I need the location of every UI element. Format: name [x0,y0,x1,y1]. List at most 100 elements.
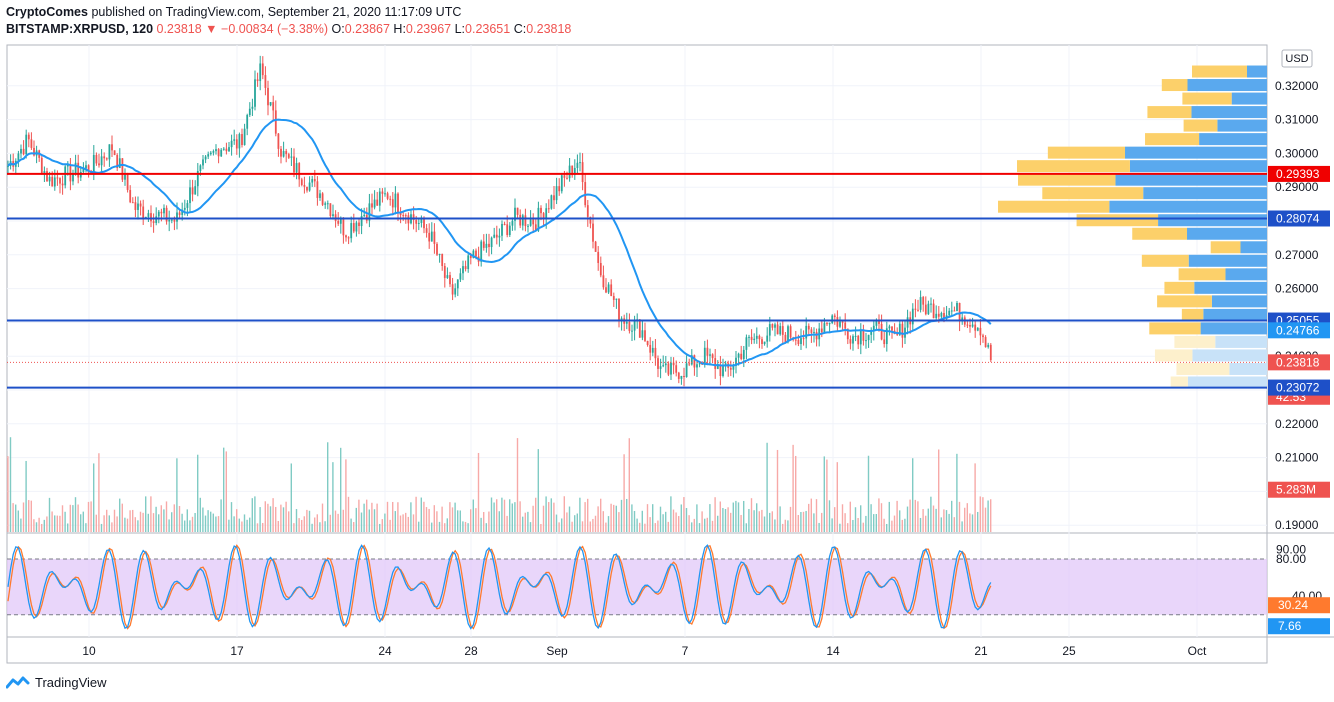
volume-bar [306,509,308,532]
volume-bar [103,515,105,532]
volume-bar [77,504,79,532]
volume-bar [896,500,898,532]
time-tick-label: 21 [974,644,988,658]
candle-body [737,353,740,358]
candle-body [755,335,758,339]
candle-body [417,222,420,224]
candle-body [553,195,555,201]
volume-bar [761,509,763,532]
candle-body [654,347,657,359]
volume-bar [207,510,209,532]
volume-bar [719,501,721,532]
candle-body [144,216,147,218]
volume-bar [953,517,955,532]
candle-body [469,255,472,259]
candle-body [519,214,522,226]
candle-body [677,372,680,379]
candle-body [189,187,191,204]
volume-bar [574,515,576,532]
volume-bar [644,523,646,532]
volume-bar [711,520,714,532]
candle-body [649,344,652,353]
candle-body [233,139,236,141]
volume-bar [522,516,524,532]
candle-body [651,347,654,353]
candle-body [883,339,886,345]
volume-bar [43,519,45,532]
candle-body [194,186,197,195]
candle-body [498,235,501,238]
candle-body [495,234,498,238]
volume-bar [743,500,745,532]
candle-body [118,158,121,168]
candle-body [511,220,514,226]
tradingview-brand[interactable]: TradingView [6,675,107,690]
volume-bar [979,496,981,532]
candle-body [532,219,535,225]
vp-bar-down [1210,241,1241,254]
candle-body [64,166,67,186]
vp-bar-up [1215,335,1267,348]
price-tick-label: 0.27000 [1275,248,1319,262]
vp-bar-down [1047,146,1126,159]
volume-bar [191,516,194,532]
volume-bar [449,502,451,532]
volume-bar [735,500,737,532]
candle-body [61,183,64,186]
vp-bar-up [1109,200,1267,213]
volume-bar [17,510,19,532]
volume-bar [568,506,571,532]
volume-bar [290,463,292,532]
stoch-k-line [7,544,992,630]
publisher-name[interactable]: CryptoComes [6,5,88,19]
volume-bar [597,506,599,532]
candle-body [917,309,919,311]
candle-body [610,284,613,297]
vp-bar-down [1154,349,1193,362]
volume-bar [67,523,69,532]
volume-bar [688,515,690,532]
candle-body [685,363,688,378]
volume-bar [948,513,950,532]
time-axis: 10 17 24 28 Sep 7 14 21 25 Oct [82,644,1207,658]
volume-bar [584,502,586,532]
candle-body [716,364,719,369]
candle-body [625,321,628,324]
candle-body [311,179,314,183]
volume-bar [441,506,443,532]
candle-body [709,354,711,356]
candle-body [797,339,800,345]
candle-body [979,327,982,336]
candle-body [776,324,779,335]
tradingview-logo-icon [6,676,30,688]
stoch-tick-90: 90.00 [1276,543,1306,557]
candle-body [391,199,394,208]
candle-body [597,251,600,264]
volume-bar [431,522,433,532]
candle-body [706,347,709,356]
candle-body [862,331,865,341]
volume-bar [100,523,103,532]
volume-bar [420,497,422,532]
candle-body [550,195,553,209]
volume-bar [589,521,591,532]
symbol-label[interactable]: BITSTAMP:XRPUSD, 120 [6,22,154,36]
volume-bar [631,504,633,532]
candle-body [514,207,516,221]
volume-bar [412,514,415,532]
price-tick-label: 0.30000 [1275,146,1319,160]
volume-bar [129,510,131,532]
volume-bar [849,501,851,532]
volume-bar [696,504,698,532]
volume-bar [28,500,30,532]
candle-body [150,213,152,222]
volume-bar [542,505,545,532]
candle-body [147,213,150,217]
candle-body [729,367,732,370]
volume-bar [961,521,963,532]
candle-body [714,358,717,369]
price-tick-label: 0.26000 [1275,282,1319,296]
volume-bar [392,501,394,532]
volume-bar [977,511,979,532]
